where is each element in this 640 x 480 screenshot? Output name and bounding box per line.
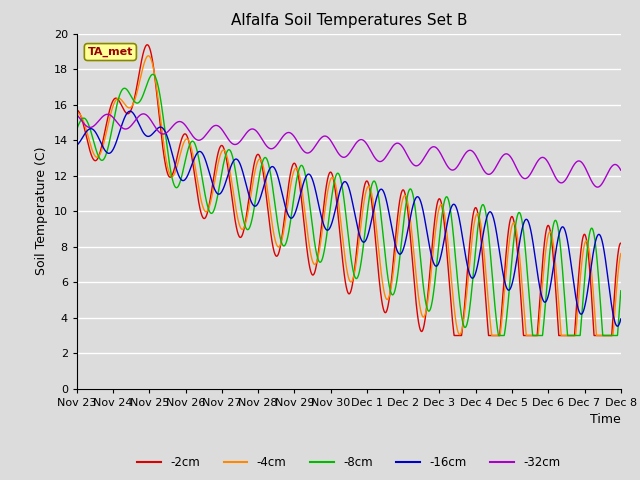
Y-axis label: Soil Temperature (C): Soil Temperature (C) (35, 147, 48, 276)
-8cm (617, 288, 625, 294)
-4cm (305, 242, 313, 248)
-4cm (145, 53, 152, 59)
-16cm (617, 316, 625, 322)
-32cm (548, 167, 556, 172)
-2cm (73, 107, 81, 113)
-2cm (607, 333, 614, 338)
-16cm (73, 143, 81, 148)
-32cm (135, 113, 143, 119)
-32cm (282, 131, 289, 137)
Line: -2cm: -2cm (77, 45, 621, 336)
X-axis label: Time: Time (590, 413, 621, 426)
-16cm (168, 147, 175, 153)
-2cm (548, 240, 556, 245)
-2cm (143, 42, 151, 48)
-2cm (451, 333, 458, 338)
-4cm (488, 333, 495, 338)
-2cm (617, 240, 625, 246)
-4cm (607, 333, 614, 338)
Text: TA_met: TA_met (88, 47, 133, 57)
-16cm (126, 108, 134, 114)
-32cm (305, 150, 313, 156)
-32cm (140, 111, 147, 117)
-8cm (282, 241, 289, 247)
-8cm (305, 197, 313, 203)
-8cm (135, 99, 143, 105)
-32cm (607, 165, 614, 171)
-32cm (617, 167, 625, 173)
Line: -32cm: -32cm (77, 114, 621, 187)
Line: -4cm: -4cm (77, 56, 621, 336)
Line: -8cm: -8cm (77, 74, 621, 336)
-8cm (495, 333, 502, 338)
-16cm (135, 121, 143, 127)
-8cm (168, 171, 175, 177)
-4cm (548, 233, 556, 239)
-4cm (282, 216, 289, 222)
-8cm (607, 333, 614, 338)
-16cm (614, 324, 621, 329)
-32cm (594, 184, 602, 190)
-16cm (607, 293, 614, 299)
-2cm (135, 72, 143, 78)
-16cm (282, 204, 289, 210)
-8cm (73, 126, 81, 132)
-16cm (305, 171, 313, 177)
-4cm (617, 251, 625, 256)
-2cm (168, 174, 175, 180)
-16cm (548, 276, 556, 281)
-4cm (168, 173, 175, 179)
Title: Alfalfa Soil Temperatures Set B: Alfalfa Soil Temperatures Set B (230, 13, 467, 28)
-2cm (282, 206, 289, 212)
Line: -16cm: -16cm (77, 111, 621, 326)
-8cm (149, 72, 157, 77)
-4cm (73, 111, 81, 117)
-32cm (168, 125, 175, 131)
-2cm (305, 262, 313, 267)
Legend: -2cm, -4cm, -8cm, -16cm, -32cm: -2cm, -4cm, -8cm, -16cm, -32cm (132, 452, 565, 474)
-4cm (135, 82, 143, 88)
-32cm (73, 112, 81, 118)
-8cm (548, 231, 556, 237)
